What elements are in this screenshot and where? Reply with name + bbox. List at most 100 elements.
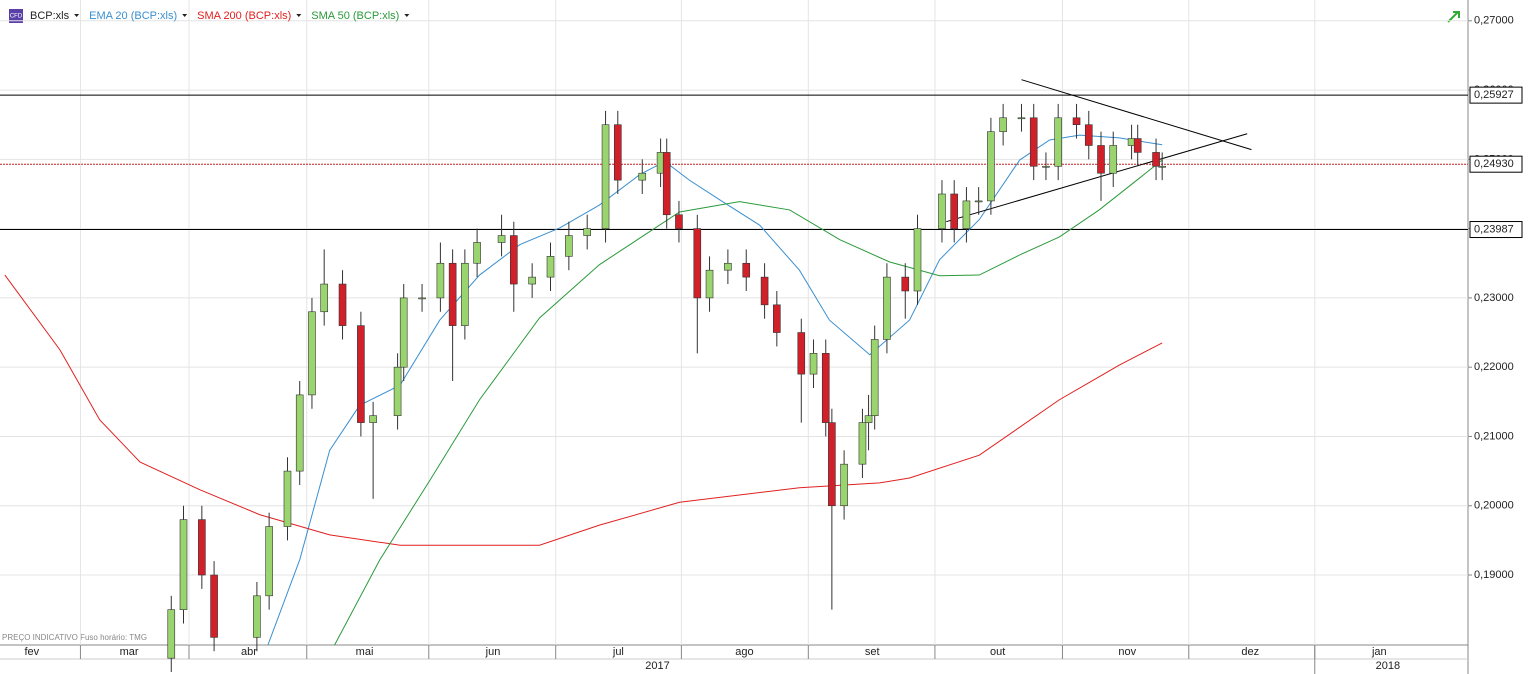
candle-body [369,415,377,423]
legend-entry[interactable]: EMA 20 (BCP:xls) [89,10,177,22]
y-tick-label: 0,21000 [1474,430,1514,442]
candle-body [974,200,983,203]
indicator-line [4,274,1163,546]
candle-body [528,276,536,285]
candle-body [179,519,188,610]
x-tick-label: jun [485,646,501,658]
level-box [1469,86,1523,104]
candle-body [675,214,683,229]
candle-body [901,276,910,292]
candle-body [1042,165,1050,168]
indicator-line [334,159,1163,646]
candle-body [662,152,671,216]
candle-body [1017,117,1026,120]
candle-body [210,574,218,638]
candle-body [913,228,922,292]
candle-body [1097,145,1105,174]
legend-dropdown [296,14,302,17]
candle-body [338,283,347,326]
level-box [1469,221,1523,239]
candle-body [1029,117,1038,167]
candle-body [497,235,506,243]
candle-body [724,262,732,271]
x-tick-label: jul [612,646,624,658]
candle-body [448,262,457,326]
candle-body [828,422,836,507]
candle-body [546,256,555,278]
candle-body [583,228,592,236]
candle-body [418,297,426,300]
level-label: 0,24930 [1474,158,1514,170]
candle-body [840,463,848,507]
candle-body [1133,138,1142,153]
x-tick-label: dez [1241,646,1259,658]
candle-body [938,193,946,229]
y-tick-label: 0,19000 [1474,569,1514,581]
candle-body [461,262,469,326]
candle-body [308,311,316,396]
legend-dropdown [74,14,80,17]
candle-body [473,242,481,264]
candle-body [295,394,304,472]
candle-body [1158,165,1166,168]
candle-body [399,297,408,368]
level-label: 0,23987 [1474,223,1514,235]
y-tick-label: 0,27000 [1474,15,1514,27]
candle-body [601,124,610,229]
candle-body [253,595,261,638]
candle-body [1054,117,1062,167]
y-tick-label: 0,20000 [1474,500,1514,512]
x-tick-label: nov [1118,646,1136,658]
candle-body [693,228,702,299]
trend-line [946,133,1248,223]
legend-entry[interactable]: SMA 200 (BCP:xls) [197,10,291,22]
candle-body [864,415,873,423]
candle-body [773,304,781,333]
level-label: 0,25927 [1474,89,1514,101]
candle-body [613,124,622,181]
candle-body [638,172,647,181]
candle-body [999,117,1007,132]
legend-dropdown [404,14,410,17]
candle-body [760,276,769,306]
candle-body [265,526,273,597]
candle-body [1084,124,1093,146]
candle-body [705,269,714,299]
trend-line [1021,79,1252,151]
candle-body [797,332,806,375]
candle-body [883,276,891,340]
legend-entry[interactable]: BCP:xls [30,10,70,22]
x-tick-label: out [990,646,1005,658]
candle-body [858,422,867,465]
legend-dropdown [182,14,188,17]
indicator-line [267,134,1163,646]
icon-label: CFD [10,14,23,20]
candle-body [320,283,328,313]
candle-body [870,339,879,416]
candle-body [357,325,365,423]
x-tick-label: fev [24,646,39,658]
candle-body [1152,152,1160,167]
candle-body [565,235,573,257]
x-tick-label: set [865,646,880,658]
x-tick-label: jan [1371,646,1387,658]
candle-body [393,366,402,416]
candle-body [198,519,206,576]
candle-body [821,353,830,423]
candle-body [962,200,971,229]
year-label: 2017 [645,660,669,672]
candle-body [283,470,292,527]
x-tick-label: mai [356,646,374,658]
legend-entry[interactable]: SMA 50 (BCP:xls) [311,10,399,22]
candle-body [1109,145,1118,174]
candle-body [809,353,818,375]
y-tick-label: 0,23000 [1474,292,1514,304]
footnote: PREÇO INDICATIVO Fuso horário: TMG [2,633,147,642]
candle-body [167,609,176,659]
x-tick-label: abr [241,646,257,658]
cfd-icon [9,9,23,23]
candle-body [1072,117,1081,126]
year-label: 2018 [1376,660,1400,672]
candle-body [509,235,518,285]
